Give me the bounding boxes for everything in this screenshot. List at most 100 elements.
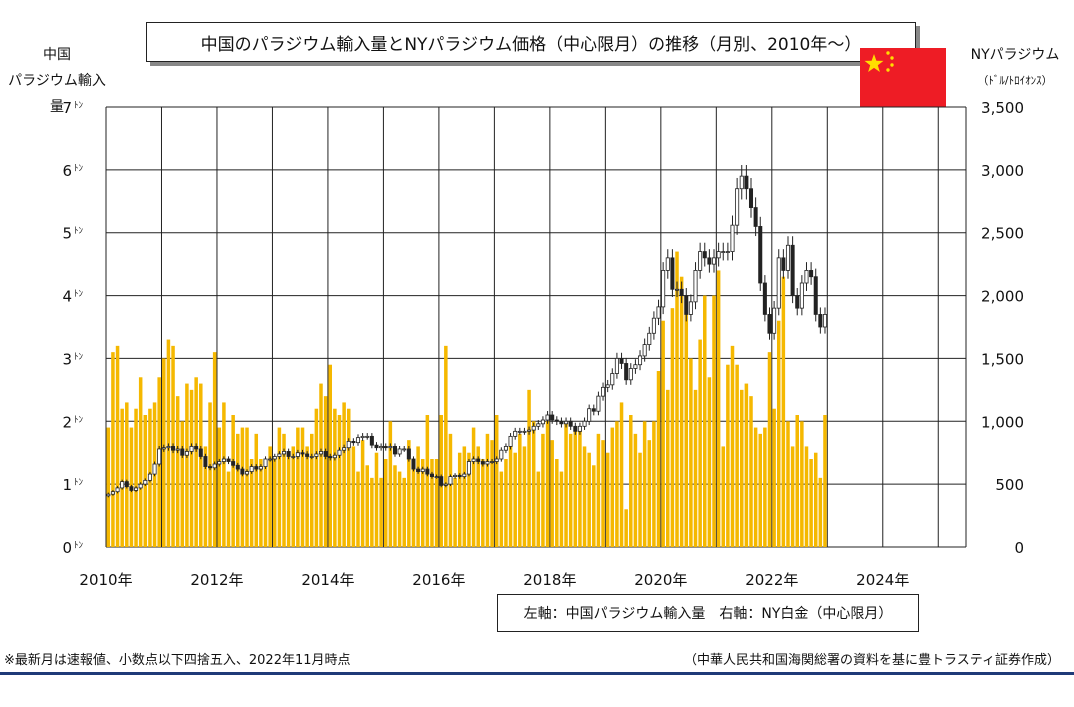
candle-body: [503, 446, 508, 451]
candle-body: [527, 429, 532, 432]
candle-body: [716, 251, 721, 259]
candle-body: [471, 458, 476, 462]
candle-body: [439, 476, 444, 486]
candle-body: [295, 452, 300, 457]
import-bar: [795, 415, 799, 547]
candle-body: [725, 251, 730, 253]
candle-body: [679, 288, 684, 296]
import-bar: [494, 415, 499, 547]
candle-body: [171, 446, 176, 451]
candle-body: [513, 430, 518, 437]
import-bar: [138, 377, 143, 547]
right-tick-label: 0: [1014, 539, 1024, 557]
import-bar: [240, 427, 245, 547]
candle-body: [318, 451, 324, 455]
candle-body: [758, 226, 763, 284]
import-bar: [434, 459, 439, 547]
candle-body: [346, 440, 351, 449]
import-bar: [531, 421, 536, 547]
candle-body: [624, 363, 629, 381]
candle-body: [392, 446, 397, 455]
left-tick-label: 4: [62, 288, 72, 306]
import-bar: [402, 477, 406, 547]
right-tick-label: 500: [995, 476, 1024, 494]
import-bar: [670, 308, 675, 547]
import-bar: [790, 446, 795, 547]
candle-body: [614, 358, 619, 374]
candle-body: [522, 430, 527, 433]
chart-title-text: 中国のパラジウム輸入量とNYパラジウム価格（中心限月）の推移（月別、2010年～…: [200, 34, 862, 55]
candle-body: [309, 456, 314, 458]
footnote: ※最新月は速報値、小数点以下四捨五入、2022年11月時点: [4, 653, 351, 668]
candle-body: [110, 491, 115, 495]
import-bar: [300, 427, 305, 547]
candle-body: [106, 493, 111, 497]
candle-body: [688, 301, 693, 315]
china-flag-big-star: [864, 54, 884, 72]
candle-body: [499, 449, 504, 460]
x-tick-label: 2012年: [190, 571, 243, 589]
import-bar: [596, 433, 601, 547]
left-tick-unit: ﾄﾝ: [74, 290, 84, 300]
candle-body: [166, 446, 171, 449]
candle-body: [508, 435, 513, 447]
china-flag-icon: [860, 48, 946, 110]
import-bar: [545, 421, 550, 547]
x-tick-label: 2016年: [412, 571, 465, 589]
left-axis-title-line1: 中国: [43, 47, 71, 63]
import-bar: [772, 408, 776, 547]
candle-body: [772, 307, 777, 334]
import-bar: [485, 433, 490, 547]
candle-body: [305, 453, 310, 457]
candle-body: [406, 448, 411, 460]
import-bar: [813, 452, 818, 547]
candle-body: [434, 476, 439, 479]
candle-body: [517, 430, 522, 433]
import-bar: [125, 402, 129, 547]
import-bar: [568, 433, 573, 547]
import-bar: [536, 471, 541, 547]
candle-body: [711, 257, 717, 265]
left-tick-unit: ﾄﾝ: [74, 541, 84, 551]
import-bar: [693, 389, 698, 547]
import-bar: [471, 427, 476, 547]
import-bar: [522, 446, 527, 547]
import-bar: [467, 452, 471, 547]
import-bar: [120, 408, 124, 547]
import-bar: [217, 427, 222, 547]
candle-body: [226, 458, 231, 462]
import-bar: [106, 427, 111, 547]
import-bar: [365, 465, 369, 547]
candle-body: [235, 464, 240, 470]
candle-body: [601, 386, 606, 397]
candle-body: [365, 435, 370, 438]
import-bar: [735, 364, 739, 547]
candle-body: [277, 453, 282, 457]
import-bar: [629, 415, 633, 547]
candle-body: [605, 384, 610, 388]
import-bar: [309, 433, 314, 547]
import-bar: [753, 427, 758, 547]
import-bar: [162, 358, 166, 547]
import-bar: [199, 383, 203, 547]
import-bar: [712, 295, 716, 547]
candle-body: [448, 476, 453, 485]
import-bar: [786, 421, 790, 547]
import-bar: [615, 421, 619, 547]
right-tick-label: 3,000: [981, 162, 1024, 180]
candle-body: [411, 458, 416, 470]
import-bar: [684, 314, 689, 547]
candle-body: [781, 257, 786, 271]
candle-body: [416, 468, 421, 472]
candle-body: [573, 425, 578, 432]
candle-body: [425, 468, 430, 475]
import-bar: [351, 446, 356, 547]
import-bar: [721, 446, 726, 547]
candle-body: [157, 448, 162, 465]
import-bar: [453, 477, 457, 547]
import-bar: [800, 421, 804, 547]
left-tick-label: 5: [62, 225, 72, 243]
import-bar: [744, 383, 749, 547]
import-bar: [462, 446, 467, 547]
